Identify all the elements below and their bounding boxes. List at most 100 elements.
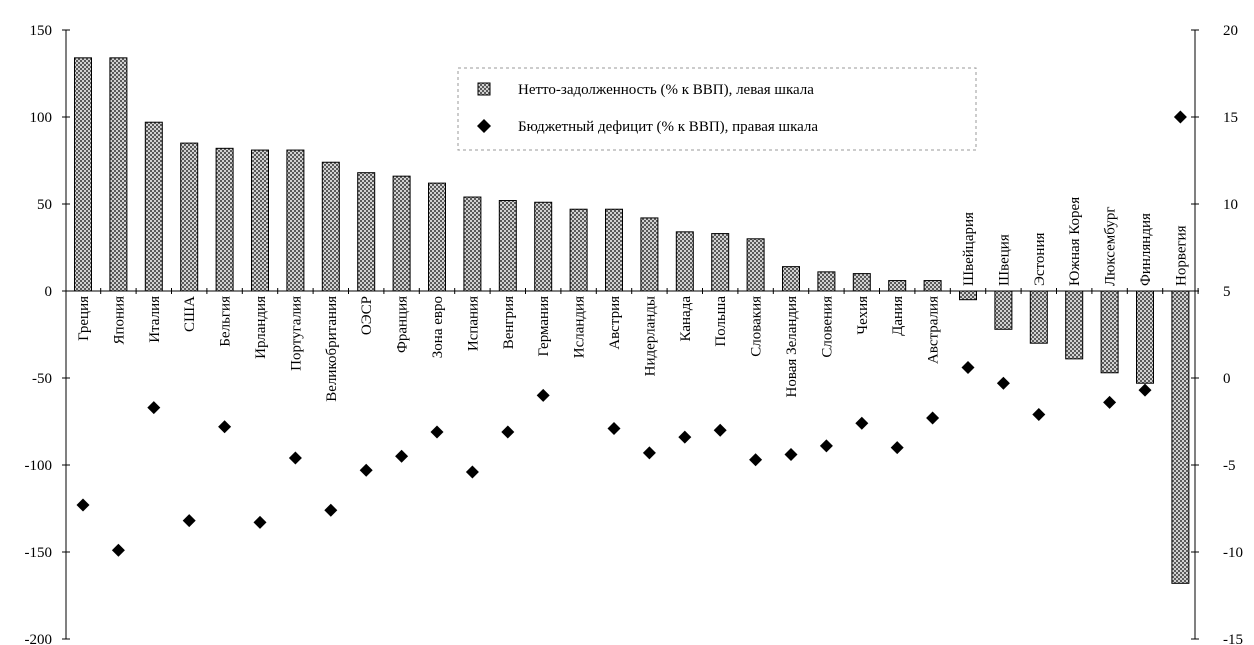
debt-bar [923,280,942,292]
deficit-marker [182,514,196,528]
legend: Нетто-задолженность (% к ВВП), левая шка… [457,67,977,151]
legend-item-debt: Нетто-задолженность (% к ВВП), левая шка… [518,82,814,98]
debt-bar [1029,290,1048,344]
debt-bar [1065,290,1084,360]
debt-bar [782,266,800,292]
deficit-markers [76,110,1187,557]
deficit-marker [819,439,833,453]
category-label: Канада [678,296,694,342]
category-label: Эстония [1032,233,1048,286]
debt-bar [321,161,340,292]
category-label: Норвегия [1173,225,1189,286]
debt-bar [144,121,163,292]
category-label: Германия [536,296,552,357]
debt-bar [852,273,871,292]
category-label: Швеция [996,234,1012,286]
right-axis-tick-label: -10 [1223,545,1243,561]
category-label: Португалия [288,296,304,371]
deficit-marker [1103,395,1117,409]
deficit-marker [218,420,232,434]
debt-bar [1171,290,1190,584]
category-label: Швейцария [961,212,977,286]
category-label: США [182,296,198,332]
deficit-marker [961,361,975,375]
category-label: Чехия [855,296,871,335]
category-label: Люксембург [1103,207,1119,287]
debt-bar [959,290,977,301]
bars [74,57,1190,584]
category-label: Греция [76,296,92,341]
category-label: Исландия [572,296,588,358]
category-label: Нидерланды [642,296,658,376]
deficit-marker [1138,383,1152,397]
deficit-marker [395,449,409,463]
category-labels: Греция Япония Италия США Бельгия Ирландия Порт… [76,197,1189,402]
category-label: Зона евро [430,296,446,358]
deficit-marker [1032,408,1046,422]
category-label: Польша [713,296,729,347]
deficit-marker [465,465,479,479]
deficit-marker [430,425,444,439]
category-label: Дания [890,296,906,336]
category-label: Испания [465,296,481,351]
debt-bar [994,290,1013,330]
debt-bar [640,217,659,292]
debt-bar [357,172,376,292]
debt-bar [1100,290,1119,374]
category-label: Япония [111,296,127,345]
right-axis-tick-label: -5 [1223,458,1236,474]
legend-bar-swatch [477,82,491,96]
category-label: Словакия [749,296,765,357]
debt-bar [888,280,907,292]
right-axis-tick-label: 5 [1223,284,1231,300]
deficit-marker [1173,110,1187,124]
debt-bar [463,196,482,292]
deficit-marker [926,411,940,425]
right-axis-tick-label: 0 [1223,371,1231,387]
debt-bar [180,142,199,292]
left-axis-tick-label: 100 [30,110,53,126]
category-label: Австралия [926,296,942,364]
category-label: Новая Зеландия [784,296,800,398]
debt-bar [746,238,765,292]
debt-bar [569,208,588,292]
deficit-marker [890,441,904,455]
right-axis-tick-label: 10 [1223,197,1238,213]
category-label: Бельгия [218,296,234,347]
deficit-marker [784,448,798,462]
debt-bar [109,57,128,292]
legend-item-deficit: Бюджетный дефицит (% к ВВП), правая шкал… [518,119,818,135]
left-axis-tick-label: 0 [45,284,53,300]
category-label: Австрия [607,296,623,350]
left-axis-tick-label: -150 [25,545,53,561]
category-label: Италия [147,296,163,343]
debt-bar [817,271,836,292]
deficit-marker [288,451,302,465]
debt-bar [498,200,517,292]
debt-bar [711,233,730,292]
category-label: Южная Корея [1067,197,1083,286]
left-axis-tick-label: -200 [25,632,53,645]
debt-bar [1136,290,1154,384]
legend-diamond-swatch [477,119,491,133]
debt-bar [215,147,234,292]
deficit-marker [536,388,550,402]
right-axis-tick-label: -15 [1223,632,1243,645]
debt-bar [605,208,623,292]
deficit-marker [855,416,869,430]
left-axis-tick-label: 50 [37,197,52,213]
category-label: Словения [819,296,835,358]
deficit-marker [253,515,267,529]
deficit-marker [501,425,515,439]
debt-bar [428,182,446,292]
deficit-marker [996,376,1010,390]
debt-bar [675,231,694,292]
debt-bar [534,201,553,292]
category-label: ОЭСР [359,296,375,335]
deficit-marker [147,401,161,415]
deficit-marker [713,423,727,437]
deficit-marker [324,503,338,517]
deficit-marker [678,430,692,444]
